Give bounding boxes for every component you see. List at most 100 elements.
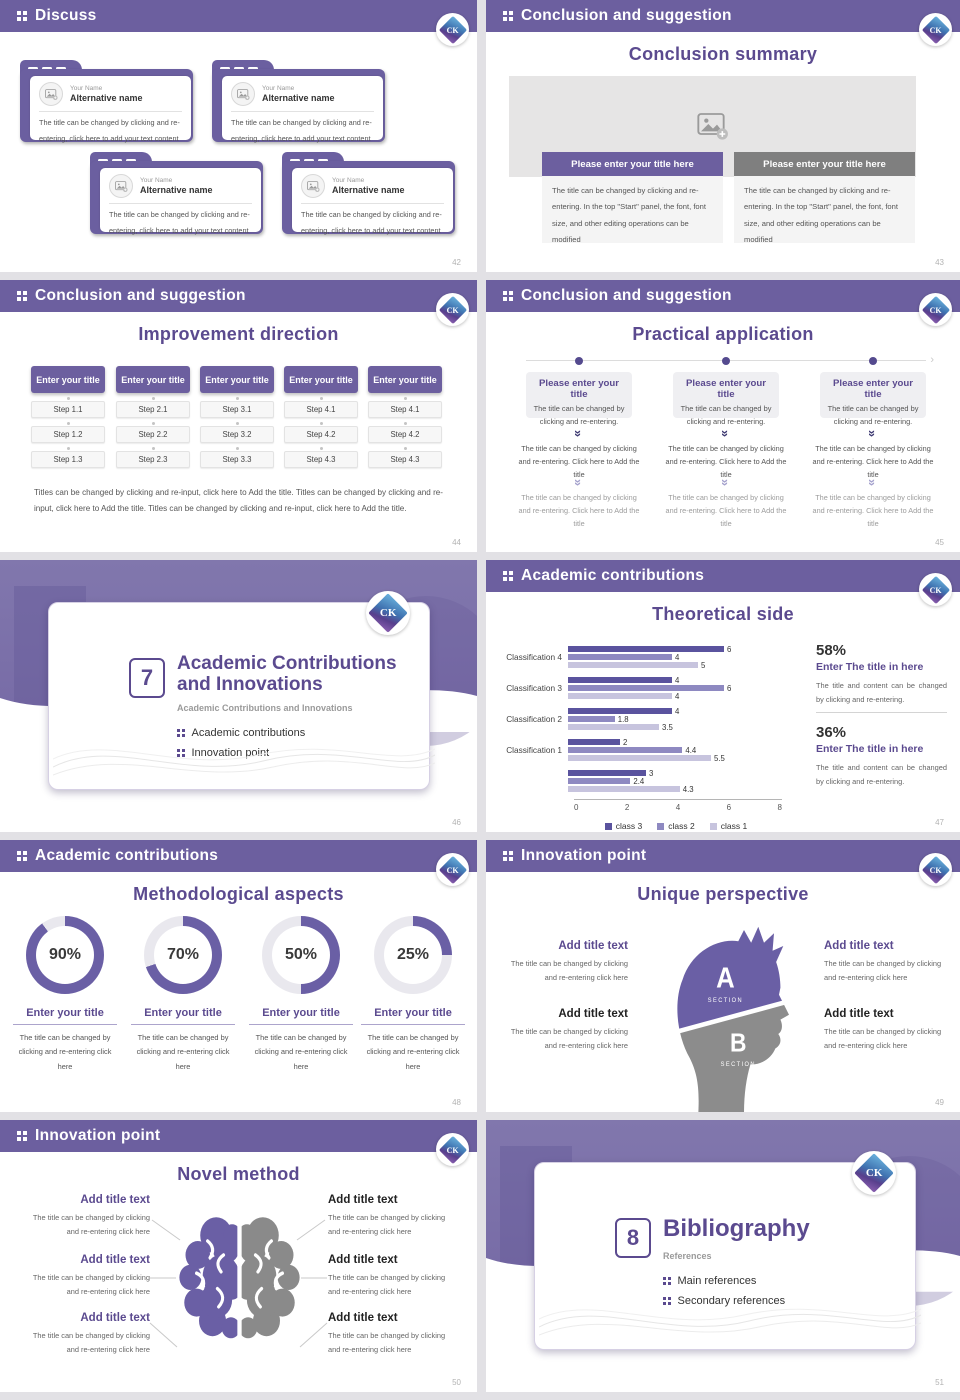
- slide-header-title: Innovation point: [35, 1127, 161, 1144]
- step-box: Step 2.2: [116, 422, 190, 443]
- grid-icon: [503, 851, 513, 861]
- slide-46-section-academic-contributions[interactable]: 7 Academic Contributions and Innovations…: [0, 560, 477, 832]
- step-text: The title can be changed by clicking and…: [518, 444, 640, 480]
- bar-category-label: Classification 3: [506, 683, 562, 693]
- slide-48-methodological-aspects[interactable]: Academic contributions CK Methodological…: [0, 840, 477, 1112]
- item-body: The title can be changed by clicking and…: [328, 1331, 446, 1355]
- item-title: Add title text: [80, 1194, 150, 1206]
- item-body: The title can be changed by clicking and…: [510, 1027, 628, 1051]
- chevron-down-icon: »: [571, 478, 587, 487]
- axis-tick-label: 2: [624, 803, 630, 812]
- ck-logo-icon: CK: [919, 13, 952, 46]
- step-box: Step 3.1: [200, 397, 274, 418]
- donut-chart: 70%: [144, 916, 222, 994]
- stat-body: The title and content can be changed by …: [816, 681, 947, 705]
- stat-percent: 36%: [816, 724, 847, 741]
- donut-title: Enter your title: [13, 1007, 117, 1025]
- practical-box: Please enter your title The title can be…: [526, 372, 632, 426]
- step-box: Step 4.2: [368, 422, 442, 443]
- step-box: Step 1.2: [31, 422, 105, 443]
- grid-icon: [177, 729, 185, 737]
- donut-item: 90% Enter your title The title can be ch…: [6, 916, 124, 1074]
- bar: [568, 708, 672, 714]
- bar: [568, 716, 615, 722]
- step-box: Step 3.2: [200, 422, 274, 443]
- text-item: Add title text The title can be changed …: [328, 1254, 458, 1300]
- ck-logo-icon: CK: [366, 591, 410, 635]
- step-box: Step 2.1: [116, 397, 190, 418]
- slide-header-title: Discuss: [35, 7, 97, 24]
- bar: [568, 739, 620, 745]
- ck-logo-icon: CK: [919, 293, 952, 326]
- image-placeholder-icon: [109, 174, 133, 198]
- stat-title: Enter The title in here: [816, 743, 924, 755]
- bar-axis: 0 2 4 6 8: [574, 799, 782, 812]
- bar-value-label: 3.5: [662, 722, 673, 732]
- stat-title: Enter The title in here: [816, 661, 924, 673]
- bar-plot: Classification 4 6 4 5 Classification 3 4 6 4 Cl…: [494, 644, 794, 794]
- bar-value-label: 1.8: [617, 714, 629, 724]
- bar-legend: class 3 class 2 class 1: [566, 821, 786, 831]
- axis-tick-label: 0: [574, 803, 579, 812]
- column-header: Enter your title: [284, 366, 358, 393]
- step-box: Step 1.1: [31, 397, 105, 418]
- slide-47-theoretical-side[interactable]: Academic contributions CK Theoretical si…: [486, 560, 960, 832]
- step-box: Step 2.3: [116, 447, 190, 468]
- stat-percent: 58%: [816, 642, 847, 659]
- bar-group: 3 2.4 4.3: [494, 768, 794, 794]
- section-bullet-list: Academic contributions Innovation point: [177, 727, 305, 767]
- box-title: Please enter your title: [539, 378, 619, 400]
- slide-header-title: Conclusion and suggestion: [35, 287, 246, 304]
- slide-51-section-bibliography[interactable]: 8 Bibliography References Main reference…: [486, 1120, 960, 1392]
- item-body: The title can be changed by clicking and…: [328, 1273, 446, 1297]
- grid-icon: [177, 749, 185, 757]
- page-number: 42: [452, 258, 461, 267]
- bar-group: Classification 4 6 4 5: [494, 644, 794, 670]
- item-body: The title can be changed by clicking and…: [510, 959, 628, 983]
- item-title: Add title text: [80, 1254, 150, 1266]
- text-item: Add title text The title can be changed …: [20, 1194, 150, 1240]
- slide-44-improvement-direction[interactable]: Conclusion and suggestion CK Improvement…: [0, 280, 477, 552]
- chevron-down-icon: »: [865, 478, 881, 487]
- slide-header-bar: Conclusion and suggestion: [486, 280, 960, 312]
- section-number: 7: [129, 658, 165, 698]
- donut-percent: 25%: [396, 946, 430, 963]
- section-number: 8: [615, 1218, 651, 1258]
- ck-logo-icon: CK: [436, 13, 469, 46]
- bar-value-label: 6: [727, 644, 732, 654]
- legend-item: class 1: [709, 821, 747, 831]
- bar: [568, 755, 711, 761]
- slide-title: Conclusion summary: [628, 44, 818, 64]
- donut-body: The title can be changed by clicking and…: [136, 1033, 230, 1071]
- image-placeholder-icon: [696, 110, 729, 147]
- section-subtitle: Academic Contributions and Innovations: [177, 703, 353, 713]
- step-box: Step 4.3: [368, 447, 442, 468]
- column-header: Enter your title: [200, 366, 274, 393]
- page-number: 48: [452, 1098, 461, 1107]
- donut-title: Enter your title: [361, 1007, 465, 1025]
- slide-43-conclusion-summary[interactable]: Conclusion and suggestion CK Conclusion …: [486, 0, 960, 272]
- bullet-label: Innovation point: [191, 747, 270, 759]
- slide-42-discuss[interactable]: Discuss CK Your Name Alternative name Th…: [0, 0, 477, 272]
- bar-group: Classification 2 4 1.8 3.5: [494, 706, 794, 732]
- folder-card: Your Name Alternative name The title can…: [282, 152, 455, 235]
- item-title: Add title text: [558, 940, 628, 952]
- slide-header-bar: Innovation point: [486, 840, 960, 872]
- svg-text:SECTION: SECTION: [721, 1062, 756, 1068]
- slide-header-title: Academic contributions: [35, 847, 219, 864]
- slide-50-novel-method[interactable]: Innovation point CK Novel method: [0, 1120, 477, 1392]
- bar: [568, 747, 683, 753]
- slide-45-practical-application[interactable]: Conclusion and suggestion CK Practical a…: [486, 280, 960, 552]
- item-body: The title can be changed by clicking and…: [32, 1331, 150, 1355]
- card-alt-name: Alternative name: [262, 93, 335, 103]
- bar-chart: Classification 4 6 4 5 Classification 3 4 6 4 Cl…: [494, 644, 794, 831]
- section-a-label: A: [716, 961, 735, 994]
- donut-chart: 25%: [374, 916, 452, 994]
- column-header: Enter your title: [116, 366, 190, 393]
- bar-category-label: Classification 4: [506, 652, 562, 662]
- bar-value-label: 4: [675, 691, 680, 701]
- donut-percent: 70%: [166, 946, 200, 963]
- slide-49-unique-perspective[interactable]: Innovation point CK Unique perspective A…: [486, 840, 960, 1112]
- donut-title: Enter your title: [249, 1007, 353, 1025]
- bar-category-label: Classification 2: [506, 714, 562, 724]
